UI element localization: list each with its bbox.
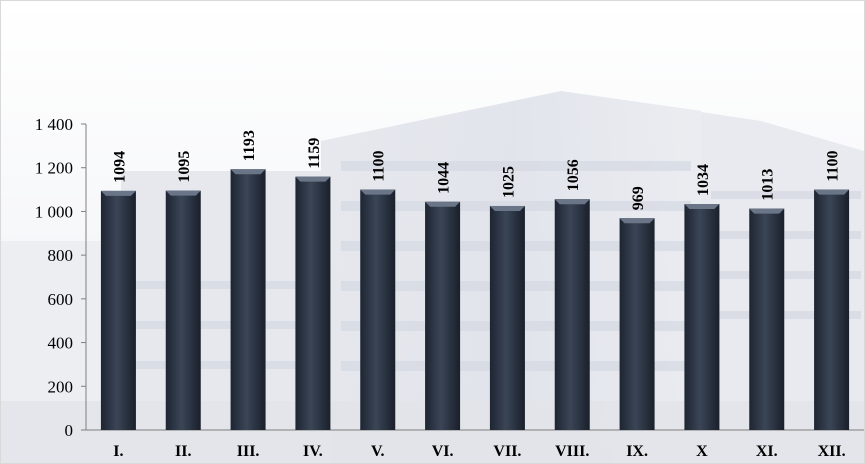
x-category-label: IX. bbox=[626, 443, 648, 460]
bar-body bbox=[554, 199, 590, 430]
bar-top-bevel bbox=[814, 189, 850, 195]
x-category-label: VI. bbox=[432, 443, 454, 460]
x-category-label: I. bbox=[113, 443, 123, 460]
bar-value-label: 1025 bbox=[500, 166, 517, 198]
bar-top-bevel bbox=[619, 218, 655, 224]
bar-top-bevel bbox=[100, 190, 136, 196]
x-category-label: VII. bbox=[493, 443, 521, 460]
bar bbox=[489, 205, 525, 430]
bar-value-label: 1100 bbox=[825, 150, 842, 181]
bar-top-bevel bbox=[489, 205, 525, 211]
bar-value-label: 1044 bbox=[436, 162, 453, 194]
bar bbox=[749, 208, 785, 430]
y-tick-label: 1 400 bbox=[35, 115, 73, 134]
x-category-label: XI. bbox=[756, 443, 778, 460]
bar bbox=[554, 199, 590, 430]
x-category-label: IV. bbox=[303, 443, 323, 460]
bar-body bbox=[165, 190, 201, 430]
bar bbox=[814, 189, 850, 430]
x-category-label: III. bbox=[237, 443, 260, 460]
bar-body bbox=[684, 203, 720, 430]
bar-value-label: 1159 bbox=[306, 138, 323, 169]
y-tick-label: 0 bbox=[65, 421, 74, 440]
y-axis-ticks: 0 200 400 600 800 1 000 1 200 1 400 bbox=[35, 115, 86, 440]
bar bbox=[619, 218, 655, 430]
bar-body bbox=[489, 205, 525, 430]
bar-body bbox=[230, 169, 266, 430]
bar-series bbox=[100, 169, 850, 430]
bar-top-bevel bbox=[684, 203, 720, 209]
bar-top-bevel bbox=[230, 169, 266, 175]
y-tick-label: 400 bbox=[48, 334, 74, 353]
bar-top-bevel bbox=[749, 208, 785, 214]
bar bbox=[100, 190, 136, 430]
y-tick-label: 1 000 bbox=[35, 202, 73, 221]
y-tick-label: 800 bbox=[48, 246, 74, 265]
x-category-label: VIII. bbox=[555, 443, 589, 460]
x-category-label: II. bbox=[175, 443, 191, 460]
x-category-label: X bbox=[696, 443, 708, 460]
bar-value-label: 1100 bbox=[371, 150, 388, 181]
category-labels: I. II. III. IV. V. VI. VII. VIII. IX. X XI. XII. bbox=[113, 443, 845, 460]
x-category-label: XII. bbox=[818, 443, 846, 460]
bar-body bbox=[100, 190, 136, 430]
bar-top-bevel bbox=[554, 199, 590, 205]
x-category-label: V. bbox=[371, 443, 385, 460]
bar-top-bevel bbox=[425, 201, 461, 207]
bar bbox=[360, 189, 396, 430]
bar-body bbox=[295, 176, 331, 430]
bar-body bbox=[814, 189, 850, 430]
bar-value-label: 1056 bbox=[565, 159, 582, 191]
bar-value-label: 1013 bbox=[760, 169, 777, 201]
y-tick-label: 600 bbox=[48, 290, 74, 309]
bar-body bbox=[619, 218, 655, 430]
bar bbox=[684, 203, 720, 430]
bar-top-bevel bbox=[295, 176, 331, 182]
bar-top-bevel bbox=[165, 190, 201, 196]
bar-body bbox=[749, 208, 785, 430]
data-labels: 1094 1095 1193 1159 1100 1044 1025 1056 969 1034 1… bbox=[111, 130, 841, 210]
bar-value-label: 1193 bbox=[241, 130, 258, 161]
bar-top-bevel bbox=[360, 189, 396, 195]
bar-value-label: 1034 bbox=[695, 164, 712, 196]
bar-body bbox=[425, 201, 461, 430]
y-tick-label: 200 bbox=[48, 377, 74, 396]
y-tick-label: 1 200 bbox=[35, 159, 73, 178]
bar-value-label: 1095 bbox=[176, 151, 193, 183]
bar bbox=[295, 176, 331, 430]
bar bbox=[230, 169, 266, 430]
bar-body bbox=[360, 189, 396, 430]
bar-value-label: 1094 bbox=[111, 151, 128, 183]
bar bbox=[165, 190, 201, 430]
bar bbox=[425, 201, 461, 430]
bar-value-label: 969 bbox=[630, 186, 647, 210]
